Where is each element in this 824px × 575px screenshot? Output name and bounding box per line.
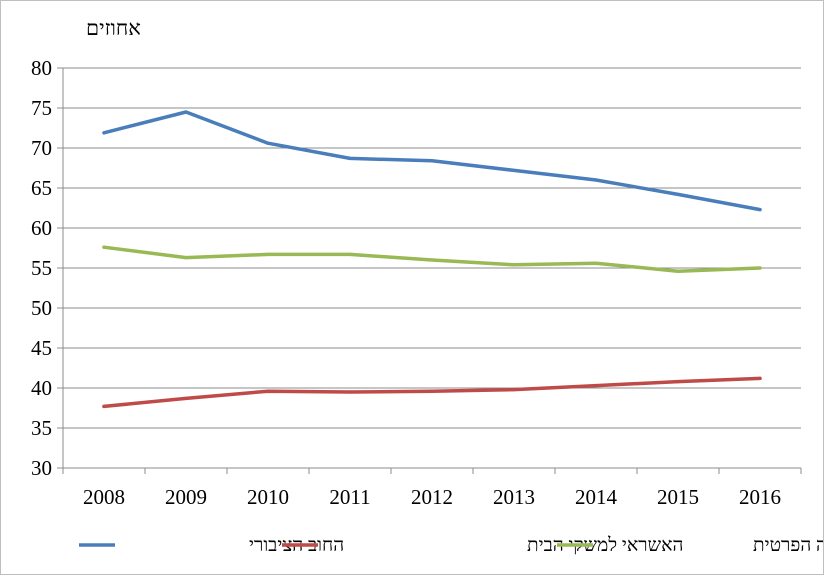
y-tick-label: 60 bbox=[31, 216, 52, 240]
data-point-s2-2015 bbox=[676, 269, 680, 273]
legend-label-1: האשראי למשקי הבית bbox=[527, 535, 683, 556]
y-tick-labels: 30 35 40 45 50 55 60 65 70 75 80 bbox=[31, 56, 52, 480]
y-axis-title: אחוזים bbox=[86, 16, 141, 40]
y-tick-label: 45 bbox=[31, 336, 52, 360]
data-point-s2-2011 bbox=[348, 252, 352, 256]
data-point-s0-2009 bbox=[184, 110, 188, 114]
x-tick-label-2012: 2012 bbox=[411, 485, 453, 509]
data-point-s0-2015 bbox=[676, 192, 680, 196]
x-tick-label-2010: 2010 bbox=[247, 485, 289, 509]
x-tick-label-2016: 2016 bbox=[739, 485, 781, 509]
data-point-s1-2014 bbox=[594, 384, 598, 388]
y-tick-label: 65 bbox=[31, 176, 52, 200]
y-tick-label: 70 bbox=[31, 136, 52, 160]
data-point-s2-2008 bbox=[102, 245, 106, 249]
data-point-s2-2016 bbox=[758, 266, 762, 270]
data-point-s2-2014 bbox=[594, 261, 598, 265]
data-point-s2-2010 bbox=[266, 252, 270, 256]
data-point-s0-2016 bbox=[758, 208, 762, 212]
data-point-s1-2013 bbox=[512, 388, 516, 392]
data-point-s0-2011 bbox=[348, 156, 352, 160]
data-point-s0-2010 bbox=[266, 141, 270, 145]
y-tick-label: 50 bbox=[31, 296, 52, 320]
data-point-s1-2010 bbox=[266, 389, 270, 393]
x-tick-label-2011: 2011 bbox=[329, 485, 370, 509]
y-tick-label: 55 bbox=[31, 256, 52, 280]
data-point-s1-2009 bbox=[184, 396, 188, 400]
axes bbox=[57, 67, 802, 474]
x-tick-labels: 2008 2009 2010 2011 2012 2013 2014 2015 2016 bbox=[83, 485, 781, 509]
y-tick-label: 40 bbox=[31, 376, 52, 400]
y-tick-label: 75 bbox=[31, 96, 52, 120]
y-tick-label: 30 bbox=[31, 456, 52, 480]
gridlines bbox=[63, 67, 801, 429]
data-point-s1-2015 bbox=[676, 380, 680, 384]
data-point-s0-2012 bbox=[430, 159, 434, 163]
x-tick-label-2009: 2009 bbox=[165, 485, 207, 509]
data-point-s1-2012 bbox=[430, 389, 434, 393]
data-point-s0-2014 bbox=[594, 178, 598, 182]
x-tick-label-2015: 2015 bbox=[657, 485, 699, 509]
data-point-s0-2008 bbox=[102, 131, 106, 135]
series-lines bbox=[102, 110, 762, 409]
data-point-s0-2013 bbox=[512, 168, 516, 172]
y-tick-label: 35 bbox=[31, 416, 52, 440]
data-point-s2-2012 bbox=[430, 258, 434, 262]
x-tick-label-2013: 2013 bbox=[493, 485, 535, 509]
data-point-s1-2016 bbox=[758, 376, 762, 380]
y-tick-label: 80 bbox=[31, 56, 52, 80]
data-point-s1-2011 bbox=[348, 390, 352, 394]
legend-label-2: הצריכה הפרטית bbox=[753, 535, 823, 556]
data-point-s1-2008 bbox=[102, 404, 106, 408]
data-point-s2-2013 bbox=[512, 263, 516, 267]
data-point-s2-2009 bbox=[184, 256, 188, 260]
x-tick-label-2008: 2008 bbox=[83, 485, 125, 509]
x-tick-label-2014: 2014 bbox=[575, 485, 618, 509]
